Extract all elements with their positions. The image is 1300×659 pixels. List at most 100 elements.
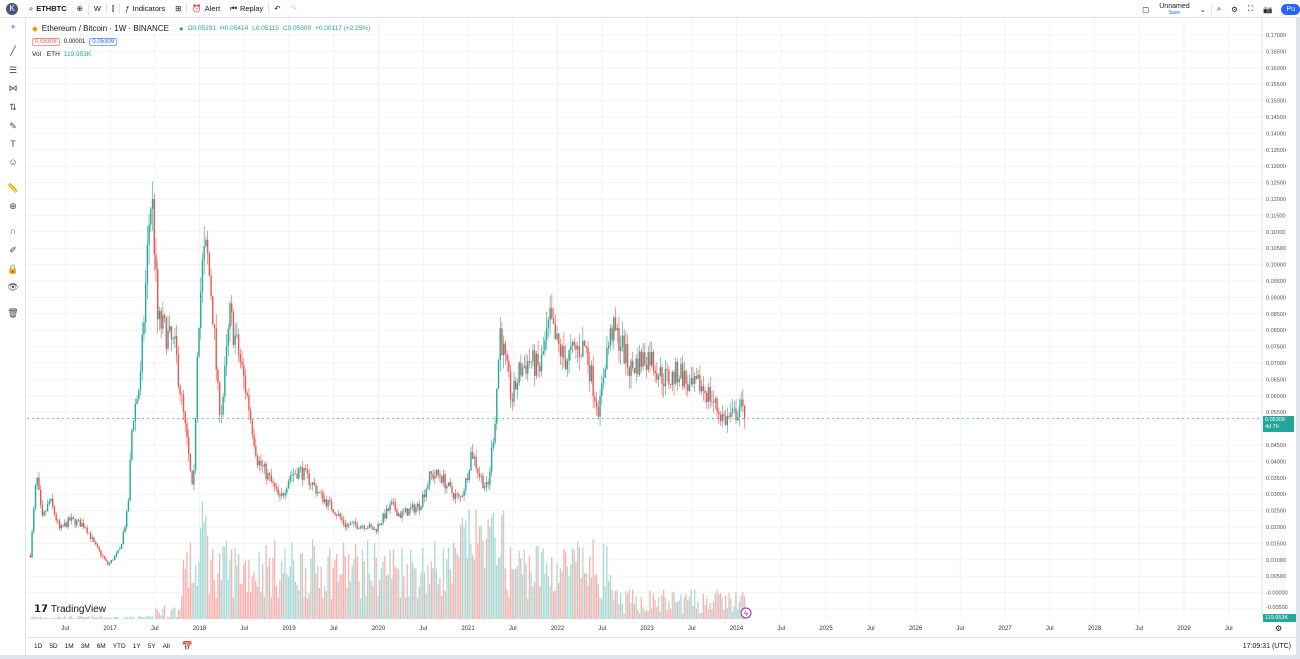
trend-line-icon[interactable]: ╱ xyxy=(10,46,16,56)
compare-button[interactable]: ⊕ xyxy=(72,0,88,18)
volume-bar xyxy=(131,617,133,619)
crosshair-icon[interactable]: + xyxy=(10,22,16,32)
volume-bar xyxy=(237,553,240,619)
candle-body xyxy=(194,417,197,471)
tradingview-logo[interactable]: 𝟭𝟳 TradingView xyxy=(34,604,106,615)
replay-button[interactable]: ⏮ Replay xyxy=(225,0,268,18)
zoom-in-icon[interactable]: ⊕ xyxy=(9,201,17,211)
candle-body xyxy=(193,470,195,485)
range-1d[interactable]: 1D xyxy=(34,643,43,650)
lock-icon[interactable]: 🔒 xyxy=(7,264,19,274)
volume-bar xyxy=(313,545,315,619)
volume-bar xyxy=(267,566,269,619)
goto-date-icon[interactable]: 📅 xyxy=(181,641,194,651)
ruler-icon[interactable]: 📏 xyxy=(7,183,19,193)
prediction-icon[interactable]: ⇅ xyxy=(9,102,17,112)
range-all[interactable]: All xyxy=(162,643,170,650)
sell-button[interactable]: 0.05308 xyxy=(32,37,60,46)
trash-icon[interactable]: 🗑 xyxy=(7,308,19,318)
volume-bar xyxy=(551,557,553,619)
settings-gear-icon[interactable]: ⚙ xyxy=(1275,624,1283,633)
fullscreen-icon[interactable]: ⛶ xyxy=(1247,4,1254,13)
range-6m[interactable]: 6M xyxy=(96,643,106,650)
range-1m[interactable]: 1M xyxy=(64,643,74,650)
candle-body xyxy=(623,335,625,364)
candle-body xyxy=(174,336,176,339)
layout-name-button[interactable]: Unnamed Save xyxy=(1154,0,1194,18)
volume-bar xyxy=(186,551,188,619)
spread-value: 0.00001 xyxy=(63,38,86,45)
candle-body xyxy=(461,495,464,497)
lock-drawing-icon[interactable]: ✐ xyxy=(9,245,17,255)
brush-icon[interactable]: ✎ xyxy=(9,121,17,131)
volume-bar xyxy=(198,561,200,619)
gear-icon[interactable]: ⚙ xyxy=(1231,4,1238,14)
volume-bar xyxy=(475,509,477,619)
candle-body xyxy=(675,361,677,384)
alert-button[interactable]: ⏰ Alert xyxy=(187,0,225,18)
fib-icon[interactable]: ☰ xyxy=(8,65,18,75)
volume-bar xyxy=(356,557,358,619)
camera-icon[interactable]: 📷 xyxy=(1263,4,1273,14)
text-icon[interactable]: T xyxy=(10,139,16,149)
volume-bar xyxy=(585,573,587,619)
clock[interactable]: 17:09:31 (UTC) xyxy=(1242,643,1291,650)
layout-button[interactable]: ▢ xyxy=(1137,0,1154,18)
candle-body xyxy=(525,365,527,374)
quick-search-icon[interactable]: ⌕ xyxy=(1216,4,1222,13)
candle-body xyxy=(337,513,340,516)
interval-button[interactable]: W xyxy=(93,4,102,13)
candle-body xyxy=(372,526,374,531)
candle-body xyxy=(258,460,260,466)
volume-bar xyxy=(74,618,76,619)
templates-button[interactable]: ⊞ xyxy=(170,0,186,18)
candle-body xyxy=(58,520,61,529)
volume-bar xyxy=(33,617,35,619)
candle-body xyxy=(439,474,441,477)
publish-button[interactable]: Pu xyxy=(1281,3,1300,15)
volume-bar xyxy=(697,601,699,619)
time-axis[interactable]: Jul 2017 Jul 2018 Jul 2019 Jul 2020 Jul 2021 Jul 20… xyxy=(27,619,1297,637)
pattern-icon[interactable]: ⋈ xyxy=(8,83,18,93)
volume-bar xyxy=(645,609,648,619)
volume-bar xyxy=(453,542,455,619)
redo-button[interactable]: ↷ xyxy=(286,0,302,18)
range-ytd[interactable]: YTD xyxy=(112,643,126,650)
symbol-search-button[interactable]: ⌕ ETHBTC xyxy=(24,0,72,18)
candle-body xyxy=(492,442,495,448)
volume-bar xyxy=(442,548,445,619)
volume-bar xyxy=(243,564,245,619)
buy-button[interactable]: 0.05309 xyxy=(89,37,118,46)
candle-body xyxy=(272,481,274,483)
candle-body xyxy=(697,374,699,379)
chart-type-button[interactable]: ⫿ xyxy=(107,0,119,18)
range-1y[interactable]: 1Y xyxy=(132,643,141,650)
volume-bar xyxy=(213,579,216,619)
volume-bar xyxy=(124,617,126,619)
candle-body xyxy=(379,524,381,526)
emoji-icon[interactable]: ☺ xyxy=(8,157,18,167)
volume-bar xyxy=(549,585,551,619)
range-5d[interactable]: 5D xyxy=(49,643,58,650)
magnet-icon[interactable]: ∩ xyxy=(9,226,17,236)
candle-body xyxy=(480,475,482,477)
range-5y[interactable]: 5Y xyxy=(147,643,156,650)
range-3m[interactable]: 3M xyxy=(80,643,90,650)
chevron-down-icon[interactable]: ⌄ xyxy=(1199,4,1206,14)
candle-body xyxy=(564,358,567,370)
volume-bar xyxy=(716,589,718,619)
candle-body xyxy=(103,556,106,559)
volume-bar xyxy=(218,553,221,619)
price-chart[interactable]: 0.17000 0.16500 0.16000 0.15500 0.15000 0.145… xyxy=(27,19,1297,619)
user-avatar[interactable]: K xyxy=(6,2,18,15)
indicators-button[interactable]: ƒ Indicators xyxy=(120,0,170,18)
time-tick-label: Jul xyxy=(777,626,785,632)
undo-button[interactable]: ↶ xyxy=(269,0,285,18)
candle-body xyxy=(365,528,367,530)
event-lightning-icon[interactable] xyxy=(740,607,752,619)
eye-icon[interactable]: 👁 xyxy=(7,282,19,292)
candle-body xyxy=(551,307,553,319)
candle-body xyxy=(311,482,314,485)
candle-body xyxy=(547,319,550,328)
candle-body xyxy=(336,514,338,516)
